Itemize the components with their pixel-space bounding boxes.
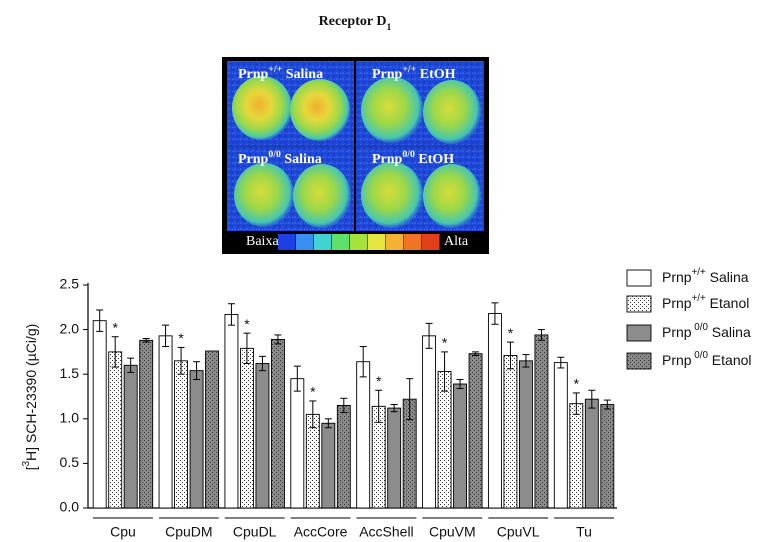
scale-swatch [404,234,422,250]
significance-mark: * [508,325,514,341]
bar [140,340,153,508]
bar [554,363,567,508]
bar [225,314,238,508]
scale-swatch [350,234,368,250]
x-tick-label: CpuDL [233,524,277,540]
bar [159,336,172,508]
bar [454,384,467,508]
legend-swatch [627,353,651,369]
significance-mark: * [244,316,250,332]
significance-mark: * [376,373,382,389]
bar [585,399,598,508]
bar [206,351,219,508]
x-tick-label: AccShell [359,524,413,540]
bar [519,361,532,508]
bar [469,354,482,508]
bar [423,336,436,508]
bar [271,339,284,508]
y-tick-label: 0.5 [60,454,80,470]
autoradiograph: Prnp+/+ Salina Prnp+/+ EtOH Prnp0/0 Sali… [222,57,489,254]
y-tick-label: 2.0 [60,320,80,336]
brain-slice [290,79,350,141]
significance-mark: * [178,330,184,346]
y-tick-label: 0.0 [60,499,80,515]
bar [240,348,253,508]
scale-low-label: Baixa [246,234,279,249]
x-tick-label: CpuVL [497,524,540,540]
bar [388,408,401,508]
brain-slice [234,163,294,227]
brain-slice [232,76,292,140]
bar [175,361,188,508]
legend-swatch [627,296,651,312]
scale-swatch [386,234,404,250]
x-tick-label: CpuDM [165,524,212,540]
scale-swatch [314,234,332,250]
x-tick-label: Cpu [110,524,136,540]
scale-swatch [332,234,350,250]
bar [109,352,122,508]
y-tick-label: 1.0 [60,410,80,426]
brain-slice [361,77,423,143]
x-tick-label: AccCore [294,524,348,540]
scale-swatch [422,234,440,250]
bar [504,355,517,508]
significance-mark: * [442,335,448,351]
figure-title: Receptor D1 [319,14,392,33]
brain-slice [293,164,351,228]
y-tick-label: 2.5 [60,276,80,292]
bar [357,362,370,508]
scale-swatch [368,234,386,250]
bar [488,314,501,508]
bar [535,335,548,508]
bar [291,379,304,508]
significance-mark: * [574,376,580,392]
scale-swatch [296,234,314,250]
bar [124,365,137,508]
bar [438,372,451,508]
x-tick-label: Tu [576,524,592,540]
page: { "title": "Receptor D1", "autoradiograp… [0,0,766,542]
significance-mark: * [310,384,316,400]
scale-high-label: Alta [444,234,469,249]
bar [601,405,614,508]
bar [306,414,319,508]
bar [256,363,269,508]
brain-slice [423,164,481,228]
bar [337,405,350,508]
y-axis-label: [3H] SCH-23390 (µCi/g) [21,324,39,471]
x-tick-label: CpuVM [429,524,476,540]
bar [190,371,203,508]
legend-label: Prnp+/+ Salina [662,267,749,285]
legend-label: Prnp 0/0 Etanol [662,350,752,368]
brain-slice [423,80,481,144]
legend-label: Prnp 0/0 Salina [662,322,751,340]
legend-swatch [627,270,651,286]
significance-mark: * [112,319,118,335]
brain-slice [361,162,423,228]
figure: Receptor D1 Prnp+/+ Salina Prnp+/+ EtOH … [0,0,766,542]
legend-swatch [627,325,651,341]
bar [322,423,335,508]
y-tick-label: 1.5 [60,365,80,381]
bar [570,404,583,508]
legend-label: Prnp+/+ Etanol [662,293,749,311]
scale-swatch [278,234,296,250]
bar [93,321,106,508]
